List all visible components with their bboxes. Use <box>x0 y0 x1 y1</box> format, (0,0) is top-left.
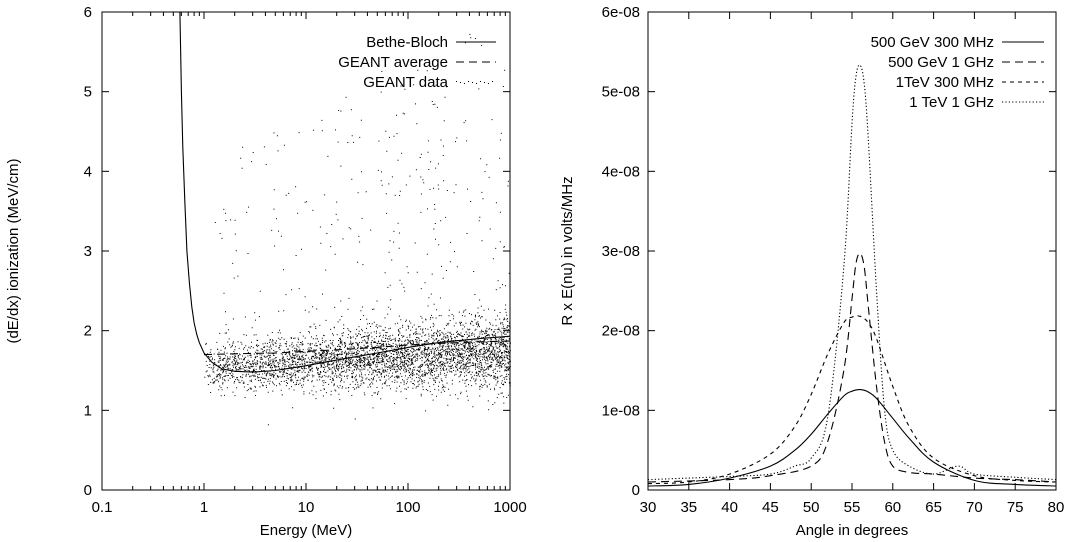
series-line-3 <box>647 64 1057 481</box>
left-chart: 0.1 1 10 100 1000 0 1 2 3 4 5 6 Energy (MeV) (dE/dx… <box>5 4 527 539</box>
left-ticks: 0.1 1 10 100 1000 0 1 2 3 4 5 6 <box>84 4 527 516</box>
bethe-bloch-line <box>179 11 511 373</box>
x-tick-label: 35 <box>680 499 697 516</box>
x-tick-label: 50 <box>803 499 820 516</box>
x-tick-label: 1000 <box>493 499 526 516</box>
y-tick-label: 6 <box>84 4 92 21</box>
legend-label: GEANT average <box>338 54 448 71</box>
series-line-2 <box>647 315 1057 485</box>
right-legend: 500 GeV 300 MHz 500 GeV 1 GHz 1TeV 300 MHz… <box>871 34 1044 111</box>
right-y-axis-label: R x E(nu) in volts/MHz <box>559 176 576 325</box>
legend-swatch-dot <box>488 83 489 84</box>
left-y-axis-label: (dE/dx) ionization (MeV/cm) <box>5 158 22 343</box>
y-tick-label: 2e-08 <box>602 323 640 340</box>
left-series-lines <box>179 11 511 373</box>
right-x-axis-label: Angle in degrees <box>796 522 909 539</box>
legend-swatch-dot <box>472 82 473 83</box>
legend-swatch-dot <box>492 81 493 82</box>
left-x-axis-label: Energy (MeV) <box>260 522 353 539</box>
y-tick-label: 5e-08 <box>602 84 640 101</box>
y-tick-label: 6e-08 <box>602 4 640 21</box>
x-tick-label: 0.1 <box>92 499 113 516</box>
series-line-1 <box>647 252 1057 483</box>
x-tick-label: 55 <box>844 499 861 516</box>
legend-swatch-dot <box>484 82 485 83</box>
right-ticks: 30 35 40 45 50 55 60 65 70 75 80 0 1e-08 2e-08 3e-08 4e… <box>602 4 1065 516</box>
legend-label: 1TeV 300 MHz <box>896 74 994 91</box>
y-tick-label: 4 <box>84 163 92 180</box>
left-plot-frame <box>101 11 511 491</box>
x-tick-label: 100 <box>395 499 420 516</box>
x-tick-label: 65 <box>925 499 942 516</box>
y-tick-label: 3e-08 <box>602 243 640 260</box>
x-tick-label: 45 <box>762 499 779 516</box>
y-tick-label: 5 <box>84 84 92 101</box>
right-chart: 30 35 40 45 50 55 60 65 70 75 80 0 1e-08 2e-08 3e-08 4e… <box>559 4 1064 539</box>
y-tick-label: 4e-08 <box>602 163 640 180</box>
x-tick-label: 80 <box>1048 499 1065 516</box>
y-tick-label: 0 <box>632 482 640 499</box>
legend-swatch-dot <box>480 81 481 82</box>
geant-data-points <box>204 33 511 426</box>
y-tick-label: 2 <box>84 323 92 340</box>
x-tick-label: 40 <box>721 499 738 516</box>
legend-label: 1 TeV 1 GHz <box>909 94 994 111</box>
legend-swatch-dot <box>476 83 477 84</box>
x-tick-label: 75 <box>1007 499 1024 516</box>
legend-swatch-dot <box>468 81 469 82</box>
x-tick-label: 1 <box>200 499 208 516</box>
y-tick-label: 1 <box>84 402 92 419</box>
y-tick-label: 0 <box>84 482 92 499</box>
y-tick-label: 1e-08 <box>602 402 640 419</box>
geant-data-scatter <box>204 33 511 426</box>
legend-swatch-dot <box>464 83 465 84</box>
left-legend: Bethe-Bloch GEANT average GEANT data <box>338 34 496 91</box>
legend-label: GEANT data <box>363 74 448 91</box>
x-tick-label: 70 <box>966 499 983 516</box>
y-tick-label: 3 <box>84 243 92 260</box>
x-tick-label: 30 <box>640 499 657 516</box>
legend-swatch-dot <box>456 81 457 82</box>
right-series-lines <box>647 64 1057 487</box>
series-line-0 <box>647 389 1057 487</box>
legend-label: 500 GeV 1 GHz <box>888 54 994 71</box>
right-plot-frame <box>647 11 1057 491</box>
legend-label: 500 GeV 300 MHz <box>871 34 994 51</box>
legend-label: Bethe-Bloch <box>366 34 448 51</box>
x-tick-label: 60 <box>884 499 901 516</box>
legend-swatch-dot <box>460 82 461 83</box>
x-tick-label: 10 <box>298 499 315 516</box>
